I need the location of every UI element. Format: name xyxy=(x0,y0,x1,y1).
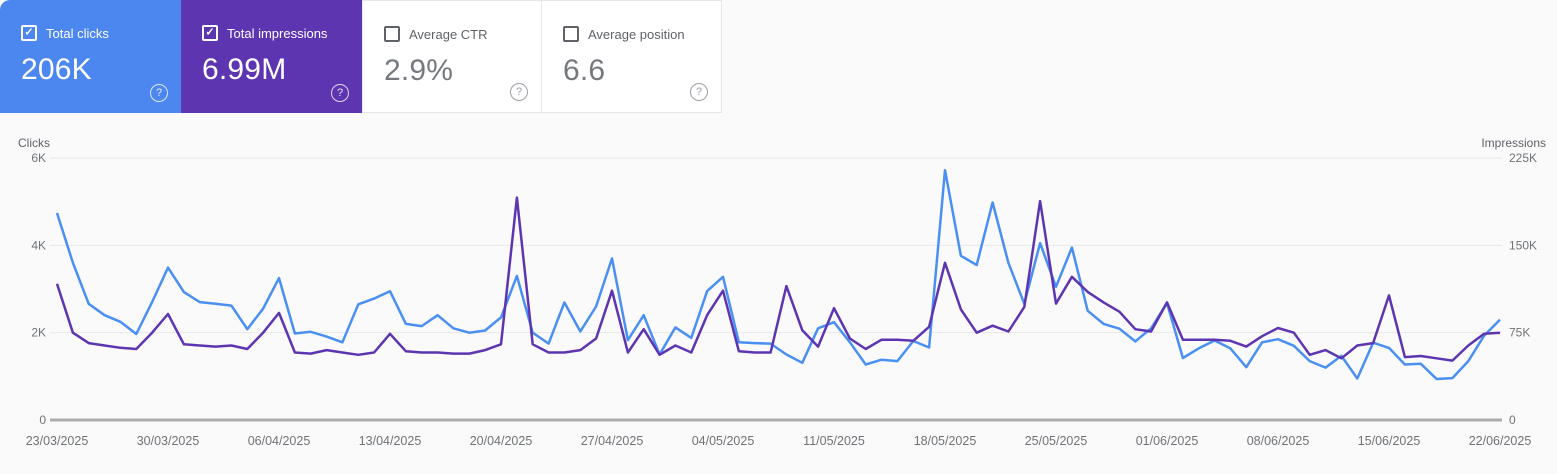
x-axis-date-label: 18/05/2025 xyxy=(914,434,977,448)
help-icon[interactable]: ? xyxy=(690,83,708,101)
x-axis-date-label: 04/05/2025 xyxy=(692,434,755,448)
x-axis-date-label: 27/04/2025 xyxy=(581,434,644,448)
right-axis-tick: 225K xyxy=(1509,151,1537,165)
card-label: Average CTR xyxy=(409,26,488,42)
checkbox-total-impressions[interactable]: ✓ xyxy=(202,25,218,41)
right-axis-tick: 150K xyxy=(1509,238,1537,252)
checkbox-average-position[interactable] xyxy=(563,26,579,42)
left-axis-tick: 6K xyxy=(31,151,46,165)
x-axis-date-label: 22/06/2025 xyxy=(1469,434,1532,448)
metric-cards: ✓ Total clicks 206K ? ✓ Total impression… xyxy=(0,0,722,113)
checkbox-total-clicks[interactable]: ✓ xyxy=(21,25,37,41)
card-value: 2.9% xyxy=(384,54,454,87)
clicks-line xyxy=(55,168,1501,381)
card-value: 206K xyxy=(21,53,92,86)
card-label: Total impressions xyxy=(227,25,328,41)
x-axis-date-label: 13/04/2025 xyxy=(359,434,422,448)
card-label: Average position xyxy=(588,26,685,42)
impressions-line xyxy=(55,196,1501,362)
card-average-position[interactable]: Average position 6.6 ? xyxy=(542,0,722,113)
x-axis-date-label: 15/06/2025 xyxy=(1358,434,1421,448)
x-axis-date-label: 23/03/2025 xyxy=(26,434,89,448)
card-total-clicks[interactable]: ✓ Total clicks 206K ? xyxy=(0,0,181,113)
left-axis-tick: 0 xyxy=(39,413,46,427)
card-value: 6.6 xyxy=(563,54,606,87)
left-axis-title: Clicks xyxy=(18,136,50,150)
x-axis-date-label: 11/05/2025 xyxy=(803,434,865,448)
help-icon[interactable]: ? xyxy=(150,84,168,102)
help-icon[interactable]: ? xyxy=(510,83,528,101)
x-axis-date-label: 25/05/2025 xyxy=(1025,434,1088,448)
card-label: Total clicks xyxy=(46,25,109,41)
x-axis-date-label: 06/04/2025 xyxy=(248,434,311,448)
x-axis-date-label: 20/04/2025 xyxy=(470,434,533,448)
x-axis-date-label: 30/03/2025 xyxy=(137,434,200,448)
help-icon[interactable]: ? xyxy=(331,84,349,102)
performance-chart[interactable]: 6K 225K 4K 150K 2K 75K 0 0 23/03/2025 30/03/2025 0… xyxy=(0,130,1557,474)
right-axis-title: Impressions xyxy=(1481,136,1546,150)
card-average-ctr[interactable]: Average CTR 2.9% ? xyxy=(362,0,542,113)
left-axis-tick: 2K xyxy=(31,326,46,340)
left-axis-tick: 4K xyxy=(31,238,46,252)
checkbox-average-ctr[interactable] xyxy=(384,26,400,42)
card-total-impressions[interactable]: ✓ Total impressions 6.99M ? xyxy=(181,0,362,113)
checkmark-icon: ✓ xyxy=(205,26,215,38)
right-axis-tick: 75K xyxy=(1509,326,1530,340)
x-axis-date-label: 08/06/2025 xyxy=(1247,434,1310,448)
checkmark-icon: ✓ xyxy=(24,26,34,38)
right-axis-tick: 0 xyxy=(1509,413,1516,427)
x-axis-date-label: 01/06/2025 xyxy=(1136,434,1199,448)
card-value: 6.99M xyxy=(202,53,287,86)
